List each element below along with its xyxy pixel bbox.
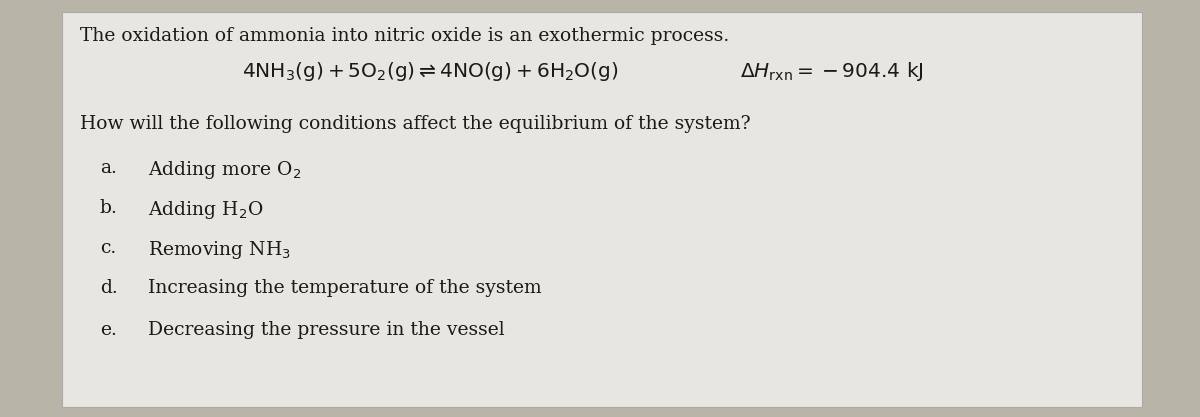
Text: c.: c. bbox=[100, 239, 116, 257]
Text: b.: b. bbox=[100, 199, 118, 217]
Text: Adding more O$_2$: Adding more O$_2$ bbox=[148, 159, 301, 181]
Text: d.: d. bbox=[100, 279, 118, 297]
Text: The oxidation of ammonia into nitric oxide is an exothermic process.: The oxidation of ammonia into nitric oxi… bbox=[80, 27, 730, 45]
Text: How will the following conditions affect the equilibrium of the system?: How will the following conditions affect… bbox=[80, 115, 751, 133]
Text: Increasing the temperature of the system: Increasing the temperature of the system bbox=[148, 279, 541, 297]
FancyBboxPatch shape bbox=[62, 12, 1142, 407]
Text: e.: e. bbox=[100, 321, 116, 339]
Text: $\Delta H_{\mathrm{rxn}} = -904.4\ \mathrm{kJ}$: $\Delta H_{\mathrm{rxn}} = -904.4\ \math… bbox=[740, 60, 924, 83]
Text: Removing NH$_3$: Removing NH$_3$ bbox=[148, 239, 292, 261]
Text: $\mathrm{4NH_3(g) + 5O_2(g) \rightleftharpoons 4NO(g) + 6H_2O(g)}$: $\mathrm{4NH_3(g) + 5O_2(g) \rightleftha… bbox=[241, 60, 618, 83]
Text: Adding H$_2$O: Adding H$_2$O bbox=[148, 199, 263, 221]
Text: Decreasing the pressure in the vessel: Decreasing the pressure in the vessel bbox=[148, 321, 505, 339]
Text: a.: a. bbox=[100, 159, 116, 177]
